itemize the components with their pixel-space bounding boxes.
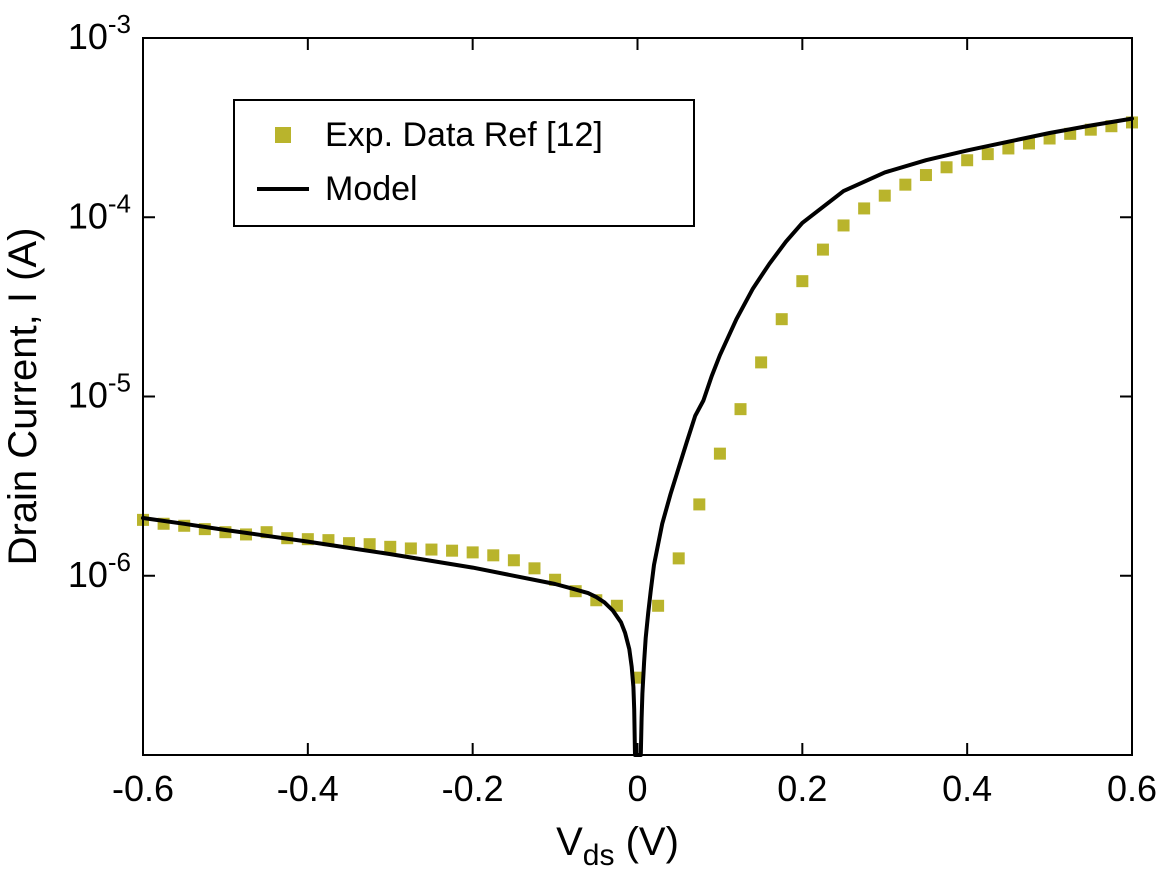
legend-marker-cell: [255, 127, 311, 143]
exp-data-point: [507, 554, 520, 567]
y-tick-label: 10-4: [68, 188, 131, 236]
legend-label-exp-data: Exp. Data Ref [12]: [325, 116, 603, 154]
x-tick-label: -0.4: [277, 768, 339, 809]
exp-data-point: [466, 546, 479, 559]
exp-data-point: [775, 313, 788, 326]
model-line-swatch: [257, 187, 309, 191]
exp-data-point: [1105, 120, 1118, 133]
exp-data-point: [734, 403, 747, 416]
exp-data-point: [404, 542, 417, 555]
x-tick-label: 0.6: [1107, 768, 1157, 809]
x-axis-label: Vds (V): [556, 820, 679, 872]
exp-data-point: [796, 275, 809, 288]
x-tick-label: -0.6: [112, 768, 174, 809]
x-tick-label: 0.2: [777, 768, 827, 809]
exp-data-point: [693, 498, 706, 511]
exp-data-point: [878, 189, 891, 202]
exp-data-point: [899, 178, 912, 191]
legend-label-model: Model: [325, 170, 418, 208]
exp-data-point: [487, 549, 500, 562]
exp-data-point: [713, 447, 726, 460]
exp-data-point: [1084, 123, 1097, 136]
exp-data-point: [652, 599, 665, 612]
exp-data-point: [981, 148, 994, 161]
exp-data-swatch: [275, 127, 291, 143]
y-tick-label: 10-5: [68, 368, 131, 416]
exp-data-point: [961, 154, 974, 167]
y-tick-label: 10-3: [68, 9, 131, 57]
exp-data-point: [837, 219, 850, 232]
y-axis-label: Drain Current, I (A): [1, 228, 45, 566]
exp-data-point: [384, 540, 397, 553]
exp-data-point: [528, 562, 541, 575]
exp-data-point: [425, 543, 438, 556]
exp-data-point: [755, 356, 768, 369]
exp-data-point: [1002, 142, 1015, 155]
exp-data-point: [672, 552, 685, 565]
legend-item-exp-data: Exp. Data Ref [12]: [255, 113, 673, 157]
exp-data-point: [858, 202, 871, 215]
exp-data-point: [446, 544, 459, 557]
x-tick-label: 0: [627, 768, 647, 809]
exp-data-point: [363, 538, 376, 551]
y-tick-label: 10-6: [68, 547, 131, 595]
legend-item-model: Model: [255, 167, 673, 211]
exp-data-point: [610, 599, 623, 612]
plot-border: [142, 37, 1133, 756]
x-tick-label: -0.2: [442, 768, 504, 809]
legend-marker-cell: [255, 187, 311, 191]
exp-data-point: [816, 243, 829, 256]
x-tick-label: 0.4: [942, 768, 992, 809]
exp-data-point: [919, 169, 932, 182]
legend: Exp. Data Ref [12] Model: [233, 99, 695, 227]
exp-data-point: [1022, 137, 1035, 150]
exp-data-point: [940, 161, 953, 174]
model-line: [141, 116, 1134, 757]
